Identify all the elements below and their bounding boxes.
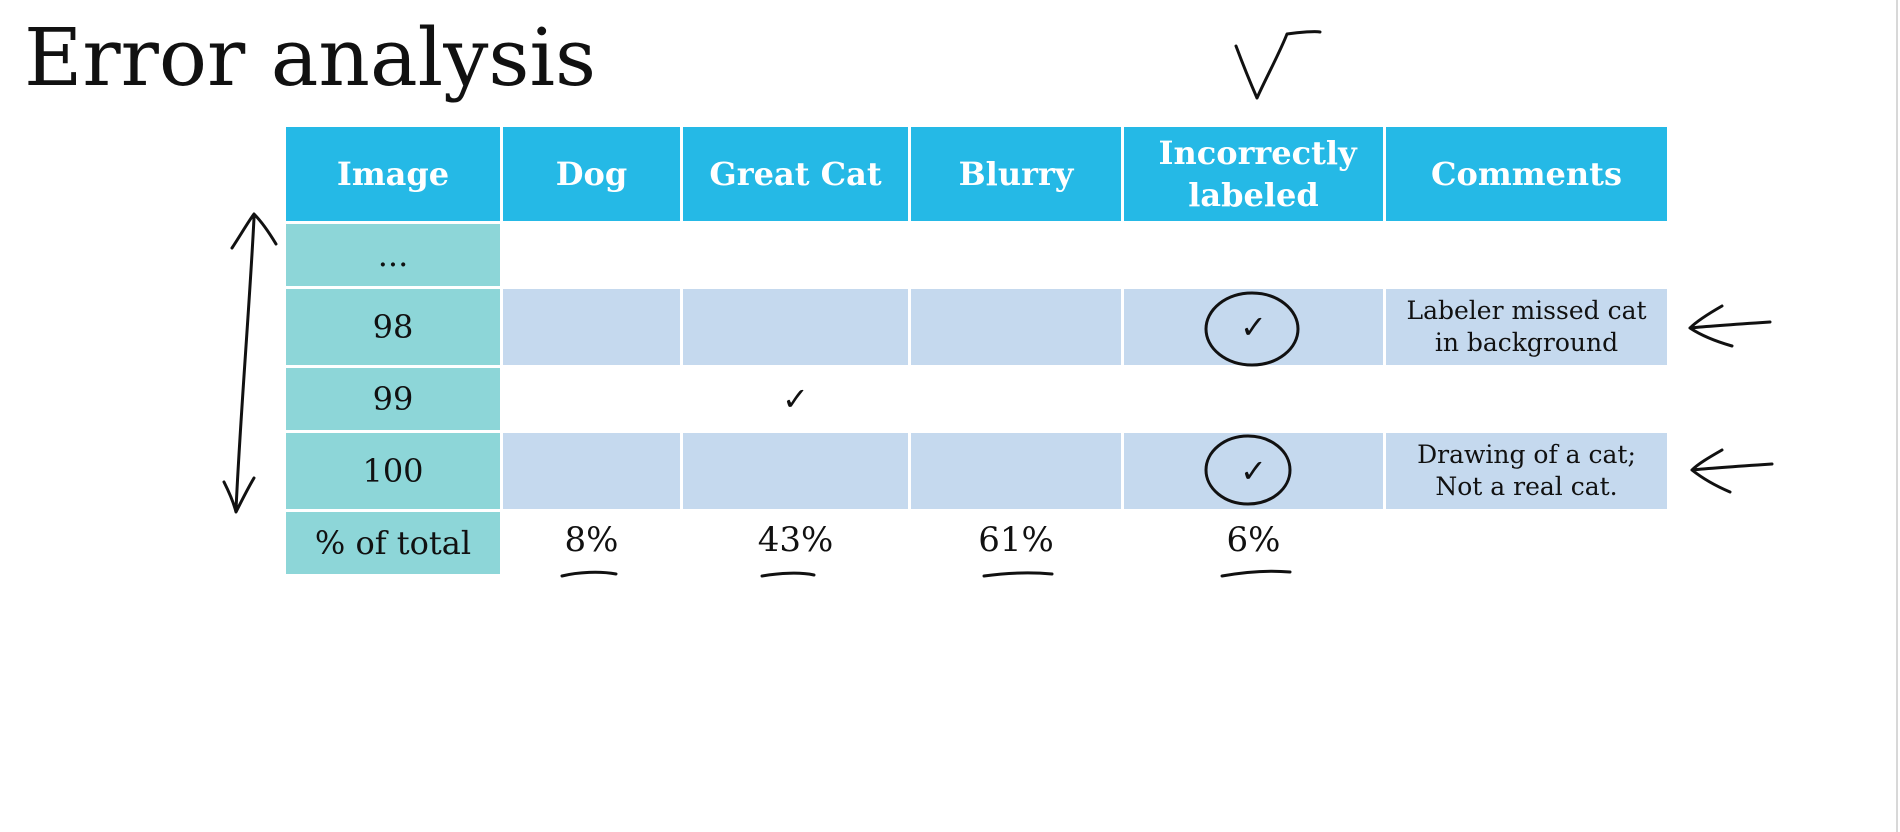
header-image: Image xyxy=(283,124,503,224)
cell-incorrectly-labeled: ✓ xyxy=(1121,430,1386,512)
cell-total-incorrectly-labeled: 6% xyxy=(1121,509,1386,577)
header-comments: Comments xyxy=(1383,124,1670,224)
cell-total-blurry: 61% xyxy=(908,509,1124,577)
cell-comments xyxy=(1383,365,1670,433)
cell-great-cat: ✓ xyxy=(680,365,911,433)
cell-comments xyxy=(1383,221,1670,289)
table-row: 98 ✓ Labeler missed cat in background xyxy=(283,286,1670,368)
cell-image: ... xyxy=(283,221,503,289)
total-incorrectly-labeled-value: 6% xyxy=(1226,520,1281,560)
cell-incorrectly-labeled xyxy=(1121,365,1386,433)
cell-great-cat xyxy=(680,286,911,368)
cell-dog xyxy=(500,365,683,433)
cell-total-dog: 8% xyxy=(500,509,683,577)
cell-comments: Drawing of a cat; Not a real cat. xyxy=(1383,430,1670,512)
header-blurry: Blurry xyxy=(908,124,1124,224)
cell-dog xyxy=(500,430,683,512)
totals-row: % of total 8% 43% 61% 6% xyxy=(283,509,1670,577)
cell-image: 100 xyxy=(283,430,503,512)
table-row: 100 ✓ Drawing of a cat; Not a real cat. xyxy=(283,430,1670,512)
cell-total-comments xyxy=(1383,509,1670,577)
cell-total-label: % of total xyxy=(283,509,503,577)
cell-blurry xyxy=(908,286,1124,368)
cell-comments: Labeler missed cat in background xyxy=(1383,286,1670,368)
comment-text: Drawing of a cat; Not a real cat. xyxy=(1417,440,1636,501)
cell-dog xyxy=(500,221,683,289)
cell-total-great-cat: 43% xyxy=(680,509,911,577)
window-edge xyxy=(1896,0,1898,832)
cell-dog xyxy=(500,286,683,368)
total-blurry-value: 61% xyxy=(978,520,1054,560)
header-dog: Dog xyxy=(500,124,683,224)
header-incorrectly-labeled: Incorrectly labeled xyxy=(1121,124,1386,224)
table-row: ... xyxy=(283,221,1670,289)
table-header-row: Image Dog Great Cat Blurry Incorrectly l… xyxy=(283,124,1670,224)
cell-blurry xyxy=(908,365,1124,433)
cell-image: 98 xyxy=(283,286,503,368)
table-row: 99 ✓ xyxy=(283,365,1670,433)
header-incorrectly-labeled-text: Incorrectly labeled xyxy=(1158,134,1357,214)
comment-text: Labeler missed cat in background xyxy=(1406,296,1647,357)
left-arrow-icon xyxy=(1688,304,1772,348)
slide-title: Error analysis xyxy=(24,11,597,104)
cell-blurry xyxy=(908,430,1124,512)
cell-image: 99 xyxy=(283,365,503,433)
total-dog-value: 8% xyxy=(564,520,619,560)
error-analysis-table: Image Dog Great Cat Blurry Incorrectly l… xyxy=(283,124,1670,577)
cell-great-cat xyxy=(680,221,911,289)
cell-blurry xyxy=(908,221,1124,289)
left-arrow-icon xyxy=(1690,448,1774,494)
cell-incorrectly-labeled xyxy=(1121,221,1386,289)
cell-great-cat xyxy=(680,430,911,512)
header-great-cat: Great Cat xyxy=(680,124,911,224)
double-arrow-icon xyxy=(222,212,278,514)
total-great-cat-value: 43% xyxy=(757,520,834,560)
checkmark-icon xyxy=(1234,30,1322,100)
cell-incorrectly-labeled: ✓ xyxy=(1121,286,1386,368)
